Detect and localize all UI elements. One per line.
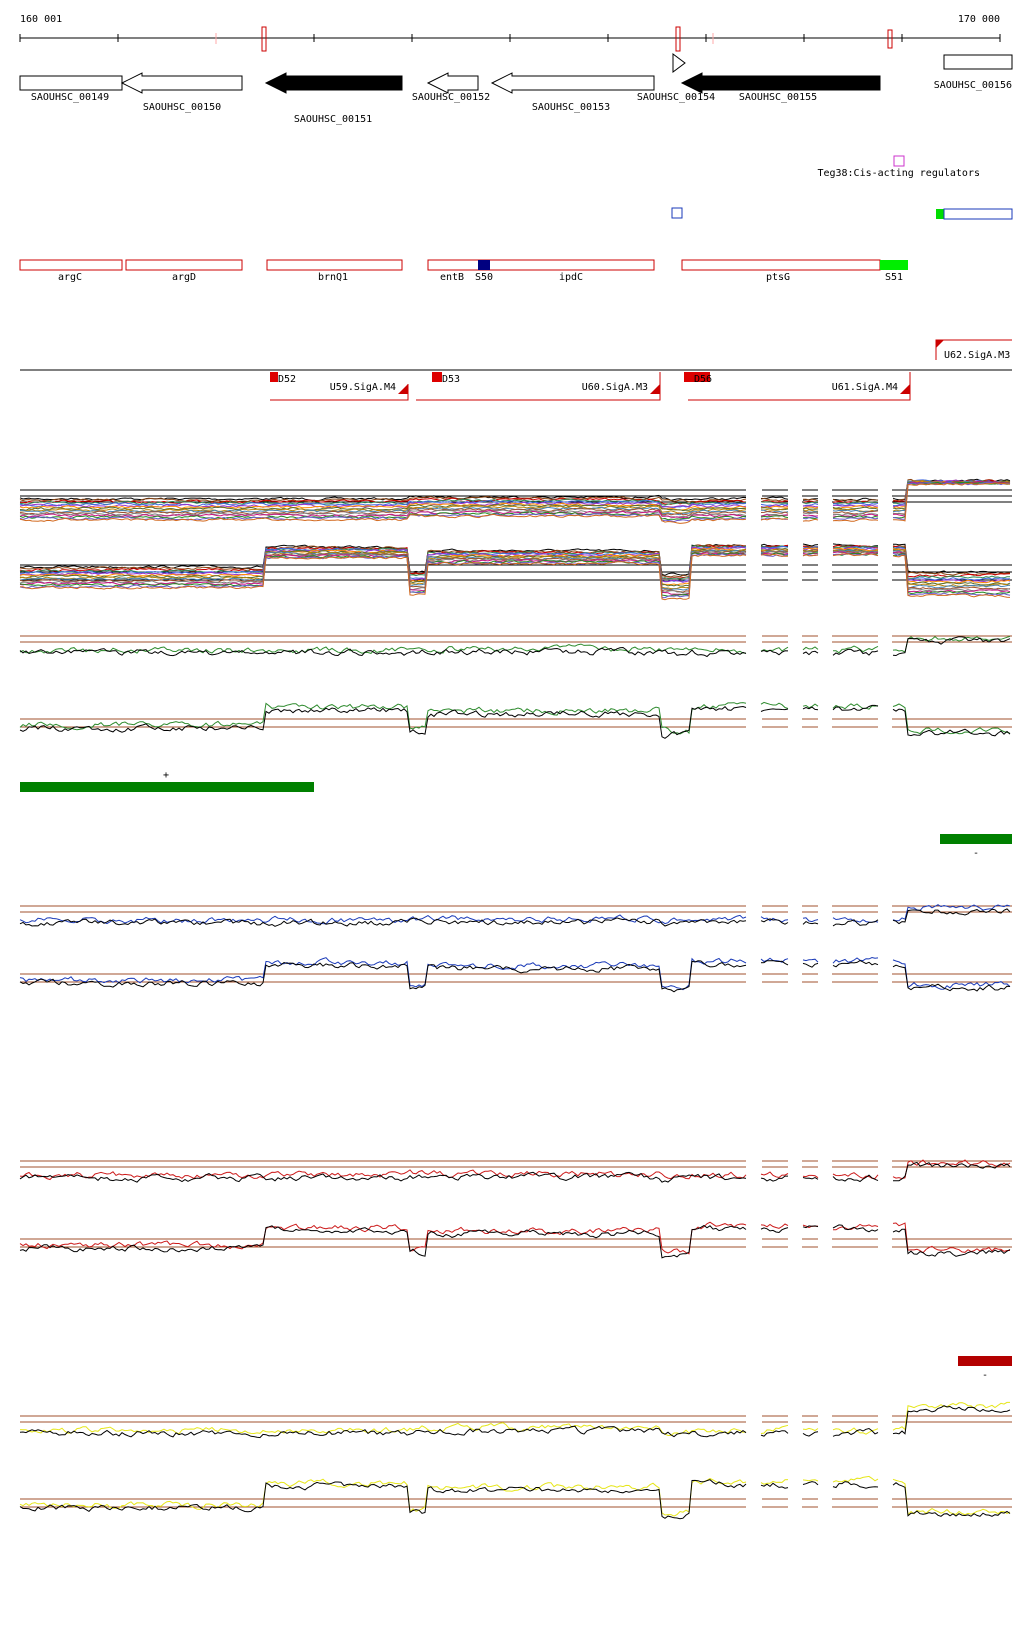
feature-label: argD — [172, 272, 196, 283]
profile-line-top-colored — [19, 1401, 1010, 1437]
blue-panel — [19, 904, 1012, 993]
blue-region[interactable] — [943, 208, 1013, 220]
sample-line-top — [19, 479, 1010, 506]
feature-label: ptsG — [766, 272, 790, 283]
multi-sample-panel — [19, 478, 1012, 601]
feature-label: ipdC — [559, 272, 583, 283]
sample-line-top — [19, 480, 1011, 512]
profile-line-bottom-black — [19, 1224, 1011, 1259]
gene-label: SAOUHSC_00150 — [143, 102, 221, 113]
ruler-ticks — [19, 34, 1001, 42]
operon-label: U60.SigA.M3 — [582, 382, 648, 393]
gene-saouhsc-00152[interactable]: SAOUHSC_00152 — [412, 72, 490, 103]
operon-label: U59.SigA.M4 — [330, 382, 396, 393]
profile-line-top-colored — [19, 635, 1011, 654]
profile-line-top-black — [19, 908, 1011, 927]
regulator-label: Teg38:Cis-acting regulators — [817, 168, 980, 179]
profile-line-bottom-colored — [19, 1475, 1011, 1517]
condition-bar-red-minus[interactable] — [958, 1356, 1012, 1366]
gene-saouhsc-00149[interactable]: SAOUHSC_00149 — [19, 75, 123, 103]
profile-line-bottom-black — [19, 960, 1011, 993]
gene-label: SAOUHSC_00151 — [294, 114, 372, 125]
green-marker[interactable] — [936, 209, 944, 219]
sample-line-top — [19, 479, 1011, 509]
operon-u62[interactable]: U62.SigA.M3 — [935, 339, 1012, 361]
feature-argC[interactable] — [19, 259, 123, 271]
gene-label: SAOUHSC_00156 — [934, 80, 1012, 91]
condition-bar-group: + - - — [20, 770, 1012, 1381]
condition-label: + — [163, 770, 169, 781]
operon-tag: D56 — [694, 374, 712, 385]
sample-line-top — [19, 478, 1011, 503]
sample-line-top — [19, 480, 1011, 517]
feature-label: argC — [58, 272, 82, 283]
operon-tag: D52 — [278, 374, 296, 385]
sample-line-top — [19, 479, 1011, 505]
condition-label: - — [973, 848, 979, 859]
profile-line-bottom-black — [19, 1479, 1011, 1520]
sample-line-bottom — [19, 552, 1011, 599]
feature-label: S50 — [475, 272, 493, 283]
profile-line-top-colored — [19, 1159, 1011, 1181]
feature-label: S51 — [885, 272, 903, 283]
operon-u59[interactable]: D52 U59.SigA.M4 — [270, 372, 409, 401]
profile-line-top-colored — [19, 904, 1011, 925]
feature-brnQ1[interactable] — [266, 259, 403, 271]
gene-saouhsc-00155[interactable]: SAOUHSC_00155 — [680, 72, 881, 103]
profile-line-bottom-black — [19, 704, 1011, 739]
feature-ptsG[interactable] — [681, 259, 881, 271]
ruler-start-label: 160 001 — [20, 14, 62, 25]
sample-line-top — [20, 480, 1011, 516]
condition-bar-green-plus[interactable] — [20, 782, 314, 792]
gene-saouhsc-00151[interactable]: SAOUHSC_00151 — [264, 72, 403, 125]
gene-saouhsc-00150[interactable]: SAOUHSC_00150 — [120, 72, 243, 113]
feature-label: entB — [440, 272, 464, 283]
gene-saouhsc-00156[interactable]: SAOUHSC_00156 — [934, 54, 1013, 91]
gene-label: SAOUHSC_00152 — [412, 92, 490, 103]
yellow-panel — [19, 1401, 1012, 1520]
feature-argD[interactable] — [125, 259, 243, 271]
profile-line-bottom-colored — [19, 1221, 1010, 1255]
annotation-track: argC argD brnQ1 entB S50 ipdC ptsG S51 — [19, 259, 908, 283]
gene-track: SAOUHSC_00149 SAOUHSC_00150 SAOUHSC_0015… — [19, 53, 1013, 125]
operon-u60[interactable]: D53 U60.SigA.M3 — [416, 372, 661, 401]
feature-label: brnQ1 — [318, 272, 348, 283]
profile-line-bottom-colored — [19, 701, 1011, 735]
condition-label: - — [982, 1370, 988, 1381]
green-panel — [19, 635, 1012, 739]
gene-label: SAOUHSC_00154 — [637, 92, 715, 103]
feature-ipdC[interactable] — [427, 259, 655, 271]
gene-label: SAOUHSC_00153 — [532, 102, 610, 113]
gene-saouhsc-00153[interactable]: SAOUHSC_00153 — [490, 72, 655, 113]
profile-line-top-black — [19, 636, 1011, 658]
sample-line-top — [19, 482, 1010, 524]
operon-tag: D53 — [442, 374, 460, 385]
sample-line-bottom — [19, 550, 1011, 594]
feature-S50[interactable] — [478, 260, 490, 270]
regulator-track: Teg38:Cis-acting regulators — [671, 155, 1013, 220]
sample-line-bottom — [20, 553, 1011, 601]
operon-track: U62.SigA.M3 D52 U59.SigA.M4 D53 U60.SigA… — [20, 339, 1012, 401]
profile-line-top-black — [19, 1405, 1011, 1439]
blue-marker[interactable] — [671, 207, 683, 219]
feature-S51[interactable] — [880, 260, 908, 270]
operon-label: U61.SigA.M4 — [832, 382, 898, 393]
operon-label: U62.SigA.M3 — [944, 350, 1010, 361]
ruler-markers — [215, 26, 893, 52]
regulator-marker[interactable] — [893, 155, 905, 167]
gene-saouhsc-00154[interactable]: SAOUHSC_00154 — [637, 53, 715, 103]
gene-label: SAOUHSC_00155 — [739, 92, 817, 103]
coordinate-ruler: 160 001 170 000 — [19, 14, 1001, 52]
condition-bar-green-minus[interactable] — [940, 834, 1012, 844]
sample-line-bottom — [19, 548, 1011, 590]
gene-label: SAOUHSC_00149 — [31, 92, 109, 103]
profile-line-top-black — [19, 1161, 1011, 1183]
red-panel — [19, 1159, 1012, 1259]
ruler-end-label: 170 000 — [958, 14, 1000, 25]
operon-u61[interactable]: D56 U61.SigA.M4 — [684, 372, 911, 401]
sample-line-top — [19, 480, 1011, 511]
expression-tracks — [19, 478, 1012, 1520]
